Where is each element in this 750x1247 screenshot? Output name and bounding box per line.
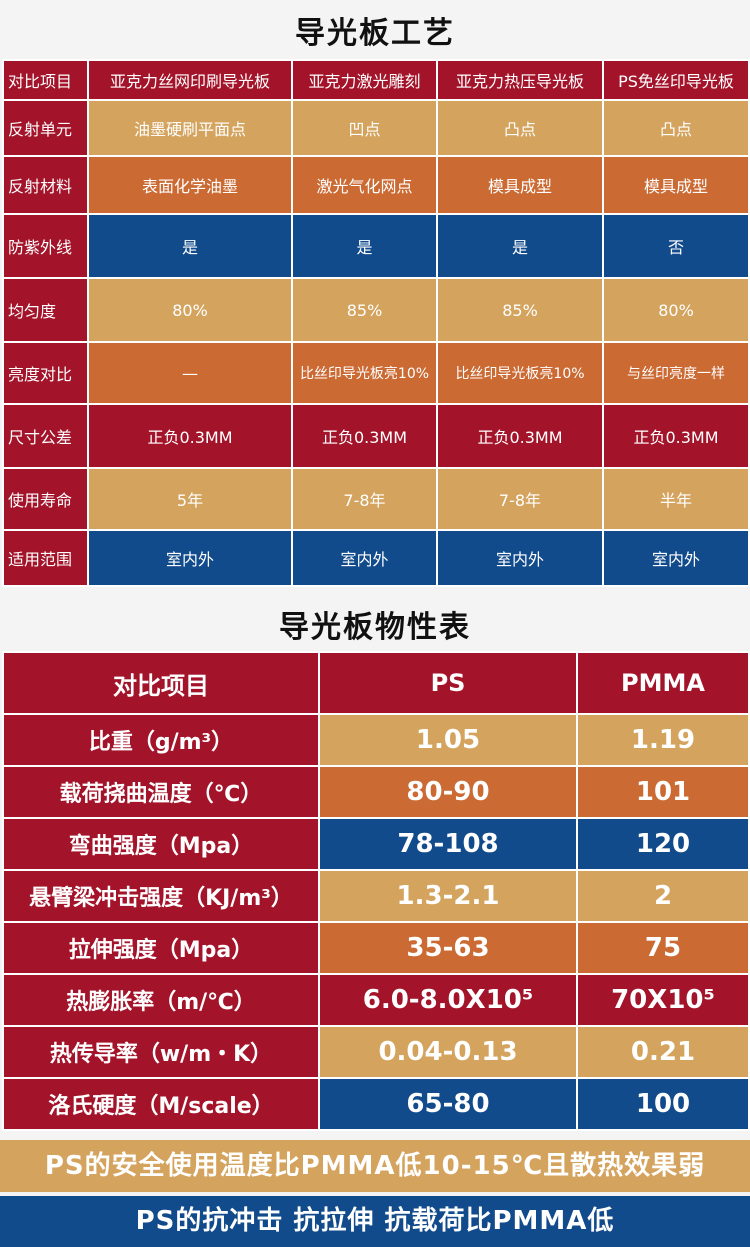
table-cell: 正负0.3MM [87, 403, 293, 469]
pmma-value: 0.21 [576, 1025, 750, 1079]
table-row: 弯曲强度（Mpa） 78-108 120 [2, 817, 750, 871]
header-cell: 亚克力激光雕刻 [291, 59, 438, 101]
table-cell: 模具成型 [602, 155, 750, 215]
table-cell: 是 [436, 213, 604, 279]
header-cell: 亚克力热压导光板 [436, 59, 604, 101]
strength-note-banner: PS的抗冲击 抗拉伸 抗载荷比PMMA低 [0, 1196, 750, 1247]
table-cell: 正负0.3MM [436, 403, 604, 469]
pmma-value: 2 [576, 869, 750, 923]
table-cell: 7-8年 [436, 467, 604, 531]
property-label: 洛氏硬度（M/scale） [2, 1077, 320, 1131]
header-cell: 亚克力丝网印刷导光板 [87, 59, 293, 101]
pmma-value: 75 [576, 921, 750, 975]
table-cell: 室内外 [87, 529, 293, 587]
table-cell: 室内外 [436, 529, 604, 587]
ps-value: 6.0-8.0X10⁵ [318, 973, 578, 1027]
header-cell: PMMA [576, 651, 750, 715]
header-cell: 对比项目 [2, 59, 89, 101]
table-cell: 85% [291, 277, 438, 343]
table-row: 洛氏硬度（M/scale） 65-80 100 [2, 1077, 750, 1131]
table-cell: 表面化学油墨 [87, 155, 293, 215]
property-label: 拉伸强度（Mpa） [2, 921, 320, 975]
table-cell: 激光气化网点 [291, 155, 438, 215]
process-title: 导光板工艺 [295, 16, 455, 51]
pmma-value: 100 [576, 1077, 750, 1131]
table-row: 使用寿命 5年 7-8年 7-8年 半年 [2, 467, 750, 531]
property-label: 载荷挠曲温度（℃） [2, 765, 320, 819]
table-row: 防紫外线 是 是 是 否 [2, 213, 750, 279]
row-label: 均匀度 [2, 277, 89, 343]
ps-value: 1.05 [318, 713, 578, 767]
table-cell: 比丝印导光板亮10% [291, 341, 438, 405]
row-label: 亮度对比 [2, 341, 89, 405]
table-row: 载荷挠曲温度（℃） 80-90 101 [2, 765, 750, 819]
table-row: 反射材料 表面化学油墨 激光气化网点 模具成型 模具成型 [2, 155, 750, 215]
table-row: 均匀度 80% 85% 85% 80% [2, 277, 750, 343]
table-cell: 否 [602, 213, 750, 279]
header-cell: 对比项目 [2, 651, 320, 715]
pmma-value: 101 [576, 765, 750, 819]
table-cell: 室内外 [291, 529, 438, 587]
ps-value: 0.04-0.13 [318, 1025, 578, 1079]
ps-value: 78-108 [318, 817, 578, 871]
properties-title: 导光板物性表 [279, 610, 471, 645]
property-label: 热膨胀率（m/℃） [2, 973, 320, 1027]
row-label: 使用寿命 [2, 467, 89, 531]
ps-value: 65-80 [318, 1077, 578, 1131]
temperature-note-banner: PS的安全使用温度比PMMA低10-15℃且散热效果弱 [0, 1140, 750, 1192]
table-cell: 是 [87, 213, 293, 279]
table-cell: 凸点 [436, 99, 604, 157]
table-row: 悬臂梁冲击强度（KJ/m³） 1.3-2.1 2 [2, 869, 750, 923]
table-header-row: 对比项目 PS PMMA [2, 651, 750, 715]
table-row: 热膨胀率（m/℃） 6.0-8.0X10⁵ 70X10⁵ [2, 973, 750, 1027]
table-cell: 与丝印亮度一样 [602, 341, 750, 405]
table-cell: 模具成型 [436, 155, 604, 215]
table-cell: 半年 [602, 467, 750, 531]
table-cell: — [87, 341, 293, 405]
ps-value: 35-63 [318, 921, 578, 975]
table-cell: 正负0.3MM [602, 403, 750, 469]
table-row: 拉伸强度（Mpa） 35-63 75 [2, 921, 750, 975]
table-row: 热传导率（w/m・K） 0.04-0.13 0.21 [2, 1025, 750, 1079]
table-cell: 凸点 [602, 99, 750, 157]
property-label: 比重（g/m³） [2, 713, 320, 767]
ps-value: 1.3-2.1 [318, 869, 578, 923]
ps-value: 80-90 [318, 765, 578, 819]
row-label: 适用范围 [2, 529, 89, 587]
process-comparison-table: 对比项目 亚克力丝网印刷导光板 亚克力激光雕刻 亚克力热压导光板 PS免丝印导光… [2, 59, 750, 587]
row-label: 尺寸公差 [2, 403, 89, 469]
table-cell: 85% [436, 277, 604, 343]
table-cell: 80% [87, 277, 293, 343]
table-cell: 室内外 [602, 529, 750, 587]
table-row: 比重（g/m³） 1.05 1.19 [2, 713, 750, 767]
table-cell: 是 [291, 213, 438, 279]
property-label: 悬臂梁冲击强度（KJ/m³） [2, 869, 320, 923]
table-row: 适用范围 室内外 室内外 室内外 室内外 [2, 529, 750, 587]
pmma-value: 1.19 [576, 713, 750, 767]
header-cell: PS免丝印导光板 [602, 59, 750, 101]
table-cell: 7-8年 [291, 467, 438, 531]
row-label: 反射材料 [2, 155, 89, 215]
table-cell: 正负0.3MM [291, 403, 438, 469]
table-row: 反射单元 油墨硬刷平面点 凹点 凸点 凸点 [2, 99, 750, 157]
header-cell: PS [318, 651, 578, 715]
row-label: 反射单元 [2, 99, 89, 157]
table-cell: 凹点 [291, 99, 438, 157]
property-label: 弯曲强度（Mpa） [2, 817, 320, 871]
table-row: 亮度对比 — 比丝印导光板亮10% 比丝印导光板亮10% 与丝印亮度一样 [2, 341, 750, 405]
property-label: 热传导率（w/m・K） [2, 1025, 320, 1079]
table-header-row: 对比项目 亚克力丝网印刷导光板 亚克力激光雕刻 亚克力热压导光板 PS免丝印导光… [2, 59, 750, 101]
pmma-value: 70X10⁵ [576, 973, 750, 1027]
pmma-value: 120 [576, 817, 750, 871]
properties-table: 对比项目 PS PMMA 比重（g/m³） 1.05 1.19 载荷挠曲温度（℃… [2, 651, 750, 1131]
table-row: 尺寸公差 正负0.3MM 正负0.3MM 正负0.3MM 正负0.3MM [2, 403, 750, 469]
table-cell: 油墨硬刷平面点 [87, 99, 293, 157]
table-cell: 比丝印导光板亮10% [436, 341, 604, 405]
row-label: 防紫外线 [2, 213, 89, 279]
table-cell: 5年 [87, 467, 293, 531]
table-cell: 80% [602, 277, 750, 343]
